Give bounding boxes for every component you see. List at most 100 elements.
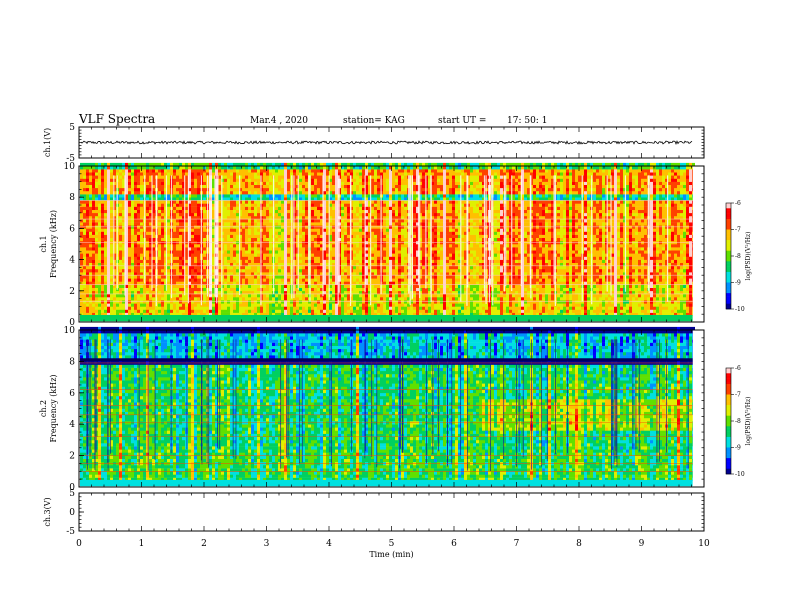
- spectrogram-cell: [110, 247, 113, 251]
- spectrogram-cell: [185, 269, 188, 273]
- spectrogram-cell: [608, 272, 611, 276]
- spectrogram-cell: [671, 244, 674, 248]
- spectrogram-cell: [638, 312, 641, 316]
- spectrogram-cell: [479, 309, 482, 313]
- spectrogram-cell: [422, 269, 425, 273]
- spectrogram-cell: [425, 284, 428, 288]
- spectrogram-cell: [566, 253, 569, 257]
- spectrogram-cell: [452, 287, 455, 292]
- spectrogram-cell: [533, 284, 536, 288]
- spectrogram-cell: [182, 247, 185, 251]
- spectrogram-cell: [218, 244, 221, 248]
- spectrogram-cell: [587, 306, 590, 310]
- spectrogram-cell: [230, 262, 233, 267]
- spectrogram-cell: [245, 290, 248, 295]
- spectrogram-cell: [482, 275, 485, 279]
- spectrogram-cell: [161, 275, 164, 279]
- spectrogram-cell: [635, 247, 638, 251]
- spectrogram-cell: [134, 281, 137, 285]
- spectrogram-cell: [677, 278, 680, 282]
- spectrogram-cell: [683, 309, 686, 313]
- spectrogram-cell: [305, 287, 308, 292]
- spectrogram-cell: [626, 290, 629, 295]
- spectrogram-cell: [398, 287, 401, 292]
- spectrogram-cell: [290, 309, 293, 313]
- spectrogram-cell: [569, 247, 572, 251]
- spectrogram-cell: [122, 247, 125, 251]
- spectrogram-cell: [413, 269, 416, 273]
- spectrogram-cell: [251, 262, 254, 267]
- spectrogram-cell: [350, 287, 353, 292]
- spectrogram-cell: [680, 306, 683, 310]
- spectrogram-cell: [359, 265, 362, 270]
- spectrogram-cell: [455, 287, 458, 292]
- spectrogram-cell: [212, 265, 215, 270]
- spectrogram-cell: [275, 284, 278, 288]
- spectrogram-cell: [320, 259, 323, 263]
- spectrogram-cell: [458, 297, 461, 301]
- spectrogram-cell: [389, 287, 392, 292]
- spectrogram-cell: [86, 306, 89, 310]
- spectrogram-cell: [455, 265, 458, 270]
- spectrogram-cell: [302, 244, 305, 248]
- spectrogram-cell: [473, 244, 476, 248]
- spectrogram-cell: [572, 265, 575, 270]
- spectrogram-cell: [620, 290, 623, 295]
- spectrogram-cell: [617, 262, 620, 267]
- spectrogram-cell: [464, 244, 467, 248]
- spectrogram-cell: [584, 281, 587, 285]
- spectrogram-cell: [461, 306, 464, 310]
- spectrogram-cell: [680, 247, 683, 251]
- spectrogram-cell: [533, 256, 536, 260]
- spectrogram-cell: [152, 256, 155, 260]
- spectrogram-cell: [404, 256, 407, 260]
- spectrogram-cell: [80, 306, 83, 310]
- spectrogram-cell: [551, 244, 554, 248]
- spectrogram-cell: [665, 262, 668, 267]
- spectrogram-cell: [254, 281, 257, 285]
- spectrogram-cell: [332, 281, 335, 285]
- spectrogram-cell: [635, 265, 638, 270]
- spectrogram-cell: [527, 275, 530, 279]
- spectrogram-cell: [275, 272, 278, 276]
- spectrogram-cell: [80, 309, 83, 313]
- spectrogram-cell: [224, 312, 227, 316]
- spectrogram-cell: [413, 306, 416, 310]
- spectrogram-cell: [203, 293, 206, 298]
- spectrogram-cell: [143, 312, 146, 316]
- spectrogram-cell: [236, 265, 239, 270]
- spectrogram-cell: [344, 284, 347, 288]
- spectrogram-cell: [389, 290, 392, 295]
- spectrogram-cell: [212, 297, 215, 301]
- spectrogram-cell: [605, 259, 608, 263]
- spectrogram-cell: [104, 253, 107, 257]
- spectrogram-cell: [242, 272, 245, 276]
- spectrogram-cell: [104, 269, 107, 273]
- spectrogram-cell: [659, 256, 662, 260]
- spectrogram-cell: [236, 244, 239, 248]
- spectrogram-cell: [461, 262, 464, 267]
- spectrogram-cell: [125, 244, 128, 248]
- spectrogram-cell: [404, 309, 407, 313]
- spectrogram-cell: [542, 278, 545, 282]
- spectrogram-cell: [683, 303, 686, 307]
- spectrogram-cell: [206, 312, 209, 316]
- spectrogram-cell: [677, 309, 680, 313]
- spectrogram-cell: [218, 303, 221, 307]
- spectrogram-cell: [92, 247, 95, 251]
- spectrogram-cell: [197, 303, 200, 307]
- spectrogram-cell: [632, 253, 635, 257]
- spectrogram-cell: [89, 287, 92, 292]
- spectrogram-cell: [431, 287, 434, 292]
- spectrogram-cell: [665, 250, 668, 254]
- spectrogram-cell: [467, 306, 470, 310]
- spectrogram-cell: [602, 244, 605, 248]
- spectrogram-cell: [254, 278, 257, 282]
- spectrogram-cell: [443, 312, 446, 316]
- spectrogram-cell: [671, 297, 674, 301]
- spectrogram-cell: [629, 250, 632, 254]
- spectrogram-cell: [122, 262, 125, 267]
- spectrogram-cell: [536, 293, 539, 298]
- spectrogram-cell: [473, 290, 476, 295]
- spectrogram-cell: [248, 297, 251, 301]
